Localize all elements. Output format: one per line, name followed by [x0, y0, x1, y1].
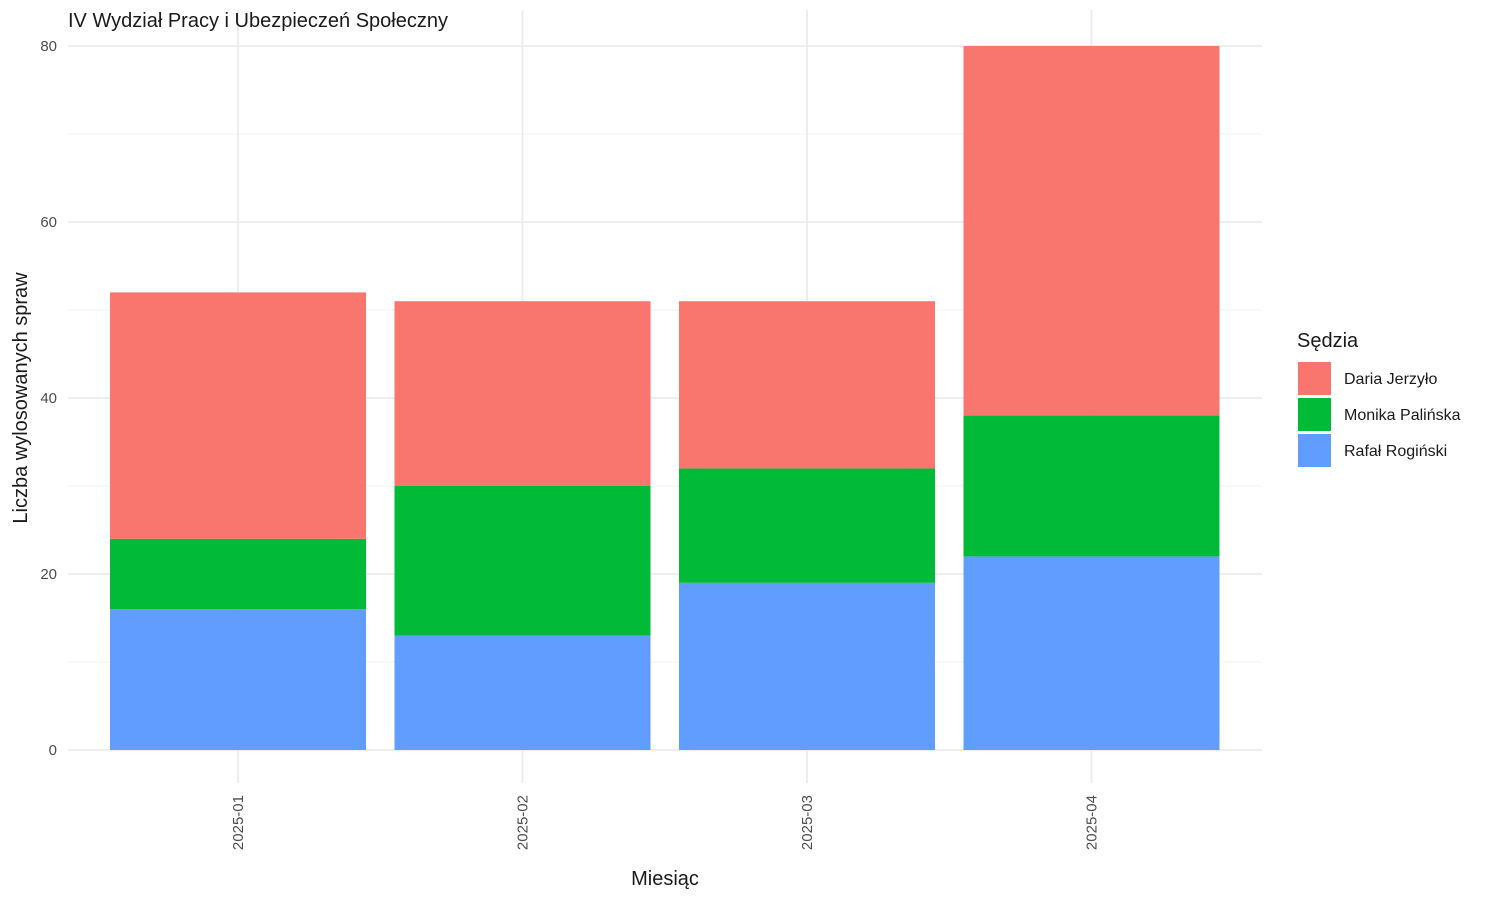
legend-label: Rafał Rogiński: [1344, 443, 1447, 460]
bar-segment: [679, 301, 935, 469]
bars: [110, 46, 1220, 750]
legend-swatch: [1298, 362, 1331, 395]
legend-label: Monika Palińska: [1344, 407, 1461, 424]
bar-segment: [963, 46, 1220, 416]
bar-segment: [963, 556, 1220, 750]
bar-segment: [679, 468, 935, 583]
bar-segment: [110, 292, 366, 539]
legend-title: Sędzia: [1297, 330, 1359, 352]
y-tick-label: 20: [40, 566, 57, 583]
chart-title: IV Wydział Pracy i Ubezpieczeń Społeczny: [68, 10, 448, 32]
bar-segment: [394, 635, 651, 750]
y-axis-title: Liczba wylosowanych spraw: [10, 272, 32, 524]
legend-label: Daria Jerzyło: [1344, 371, 1437, 388]
x-tick-label: 2025-01: [230, 795, 247, 850]
legend: Sędzia Daria Jerzyło Monika Palińska Rafał…: [1297, 330, 1461, 467]
bar-segment: [394, 301, 651, 486]
y-tick-label: 40: [40, 390, 57, 407]
bar-segment: [394, 486, 651, 636]
y-axis-ticks: 0 20 40 60 80: [40, 38, 57, 759]
bar-segment: [110, 609, 366, 750]
y-tick-label: 0: [49, 742, 57, 759]
legend-items: Daria Jerzyło Monika Palińska Rafał Rogińs…: [1298, 362, 1461, 467]
bar-segment: [679, 582, 935, 750]
bar-segment: [963, 415, 1220, 557]
x-axis-title: Miesiąc: [631, 868, 699, 890]
y-tick-label: 60: [40, 214, 57, 231]
x-axis-ticks: 2025-01 2025-02 2025-03 2025-04: [230, 795, 1101, 850]
x-tick-label: 2025-03: [799, 795, 816, 850]
legend-swatch: [1298, 398, 1331, 431]
y-tick-label: 80: [40, 38, 57, 55]
legend-swatch: [1298, 434, 1331, 467]
x-tick-label: 2025-02: [515, 795, 532, 850]
bar-segment: [110, 538, 366, 610]
x-tick-label: 2025-04: [1084, 795, 1101, 850]
